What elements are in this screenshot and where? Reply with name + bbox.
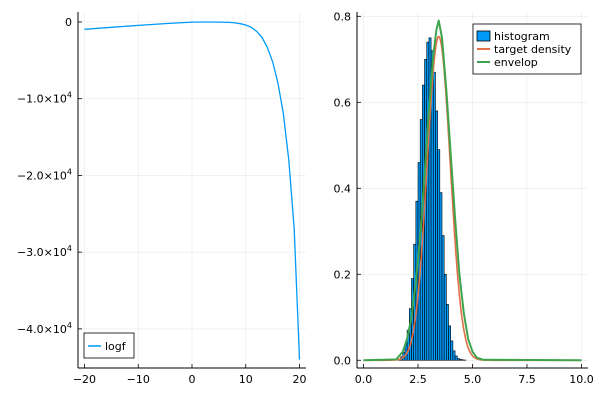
histogram-bar (452, 350, 456, 361)
x-tick-label: 2.5 (409, 373, 427, 386)
histogram-bar (432, 71, 436, 361)
logf-legend: logf (83, 332, 135, 359)
histogram-bar (426, 41, 430, 361)
histogram-bar (439, 192, 443, 361)
sampling-plot-panel: 0.0 2.5 5.0 7.5 10.0 0.0 0.2 0.4 0.6 0.8 histogra… (334, 10, 594, 386)
logf-line (84, 21, 301, 360)
logf-legend-label: logf (105, 340, 127, 353)
histogram-bar (459, 359, 462, 361)
histogram-bar (456, 358, 460, 361)
x-tick-label: 0.0 (355, 373, 373, 386)
y-tick-label: 0.4 (334, 182, 352, 195)
y-tick-mantissa: −3.0×10 (17, 246, 67, 259)
histogram-bar (443, 273, 447, 361)
histogram-bar (437, 149, 441, 361)
y-tick-label: 0.6 (334, 96, 352, 109)
y-tick-label: 0 (65, 16, 72, 29)
envelop-legend-label: envelop (494, 56, 538, 69)
y-tick-exponent: 4 (67, 167, 72, 176)
x-tick-label: 20 (293, 373, 307, 386)
envelop-line (363, 19, 582, 362)
y-tick-exponent: 4 (67, 91, 72, 100)
logf-grid (78, 12, 306, 368)
y-tick-label: 0.0 (334, 354, 352, 367)
x-tick-label: 10 (239, 373, 253, 386)
sampling-axes (356, 12, 588, 369)
y-tick-mantissa: −1.0×10 (17, 93, 67, 106)
histogram-bar (448, 325, 452, 361)
y-tick-label: −3.0×104 (17, 244, 72, 259)
logf-plot-panel: −20 −10 0 10 200−1.0×104−2.0×104−3.0×104−4.0… (17, 12, 307, 386)
sampling-legend-box (472, 23, 582, 75)
y-tick-mantissa: −4.0×10 (17, 323, 67, 336)
x-tick-label: −10 (127, 373, 150, 386)
x-tick-label: −20 (73, 373, 96, 386)
sampling-tick-labels: 0.0 2.5 5.0 7.5 10.0 0.0 0.2 0.4 0.6 0.8 (334, 10, 594, 386)
y-tick-label: −4.0×104 (17, 321, 72, 336)
x-tick-label: 5.0 (464, 373, 482, 386)
y-tick-label: −1.0×104 (17, 91, 72, 106)
histogram-bar (446, 304, 449, 361)
y-tick-mantissa: 0 (65, 16, 72, 29)
logf-axes (77, 12, 306, 369)
density-series-group (363, 19, 582, 362)
histogram-bar (441, 235, 445, 361)
y-tick-label: 0.2 (334, 268, 352, 281)
histogram-legend-swatch (476, 30, 491, 42)
histogram-bar (435, 110, 438, 361)
y-tick-mantissa: −2.0×10 (17, 169, 67, 182)
x-tick-label: 7.5 (518, 373, 536, 386)
histogram-legend-label: histogram (494, 30, 550, 43)
histogram-bar (450, 340, 454, 361)
x-tick-label: 0 (189, 373, 196, 386)
y-tick-label: 0.8 (334, 10, 352, 23)
x-tick-label: 10.0 (569, 373, 594, 386)
histogram-bar (454, 355, 458, 361)
logf-series-group (84, 21, 301, 360)
y-tick-exponent: 4 (67, 244, 72, 253)
y-tick-exponent: 4 (67, 321, 72, 330)
sampling-legend: histogram target density envelop (472, 23, 582, 75)
y-tick-label: −2.0×104 (17, 167, 72, 182)
logf-tick-labels: −20 −10 0 10 200−1.0×104−2.0×104−3.0×104−4.0… (17, 16, 307, 386)
target-density-legend-label: target density (494, 43, 572, 56)
